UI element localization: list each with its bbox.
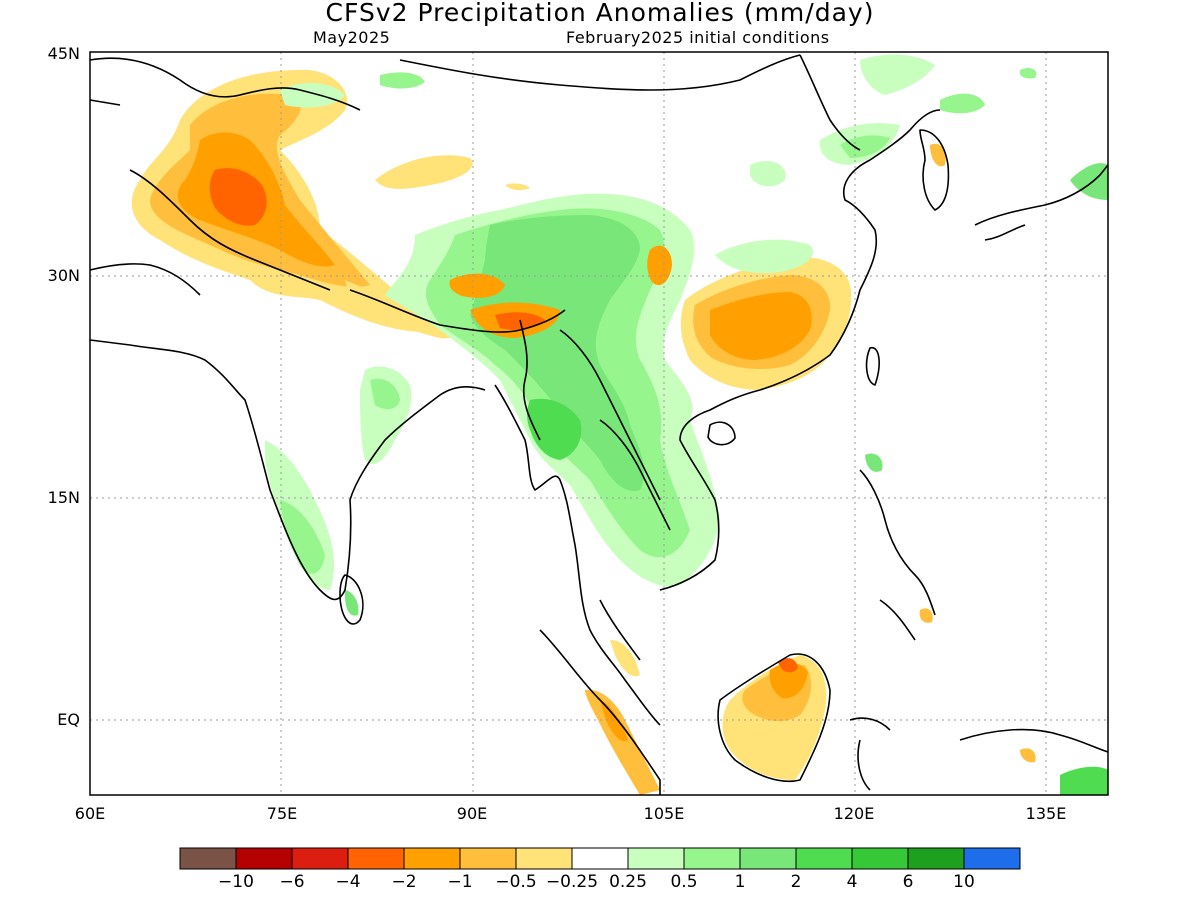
colorbar-swatch [627, 847, 685, 870]
lat-label-45n: 45N [47, 44, 80, 63]
lon-label-105e: 105E [643, 804, 685, 823]
colorbar-label: −0.5 [495, 872, 537, 892]
colorbar-swatch [403, 847, 461, 870]
forecast-month: May2025 [313, 28, 391, 47]
lon-label-120e: 120E [833, 804, 875, 823]
colorbar-label: −10 [218, 872, 254, 892]
colorbar-swatch [179, 847, 237, 870]
colorbar-label: 2 [790, 872, 802, 892]
colorbar-swatch [571, 847, 629, 870]
graticule [90, 52, 1108, 795]
lon-label-60e: 60E [74, 804, 106, 823]
colorbar-swatch [907, 847, 965, 870]
colorbar-swatch [235, 847, 293, 870]
lat-label-30n: 30N [47, 266, 80, 285]
colorbar-label: 4 [846, 872, 858, 892]
colorbar-swatch [459, 847, 517, 870]
lon-label-90e: 90E [456, 804, 488, 823]
colorbar-label: −0.25 [545, 872, 599, 892]
colorbar-label: −1 [447, 872, 473, 892]
colorbar-label: 6 [902, 872, 914, 892]
lat-label-15n: 15N [47, 488, 80, 507]
colorbar-label: −6 [279, 872, 305, 892]
initial-conditions: February2025 initial conditions [566, 28, 830, 47]
colorbar-label: −2 [391, 872, 417, 892]
coastlines [89, 54, 1109, 795]
lon-label-75e: 75E [266, 804, 298, 823]
lat-label-eq: EQ [57, 710, 80, 729]
colorbar-swatch [739, 847, 797, 870]
colorbar-swatch [515, 847, 573, 870]
colorbar-label: −4 [335, 872, 361, 892]
colorbar-label: 0.25 [609, 872, 647, 892]
map-frame [89, 51, 1109, 796]
colorbar-swatch [683, 847, 741, 870]
colorbar-label: 1 [734, 872, 746, 892]
colorbar-label: 10 [953, 872, 975, 892]
colorbar [179, 847, 1021, 870]
colorbar-swatch [347, 847, 405, 870]
anomaly-fields [131, 54, 1108, 795]
map-title: CFSv2 Precipitation Anomalies (mm/day) [325, 0, 875, 27]
colorbar-swatch [795, 847, 853, 870]
lon-label-135e: 135E [1025, 804, 1067, 823]
colorbar-swatch [291, 847, 349, 870]
colorbar-swatch [963, 847, 1021, 870]
colorbar-swatch [851, 847, 909, 870]
colorbar-label: 0.5 [670, 872, 698, 892]
